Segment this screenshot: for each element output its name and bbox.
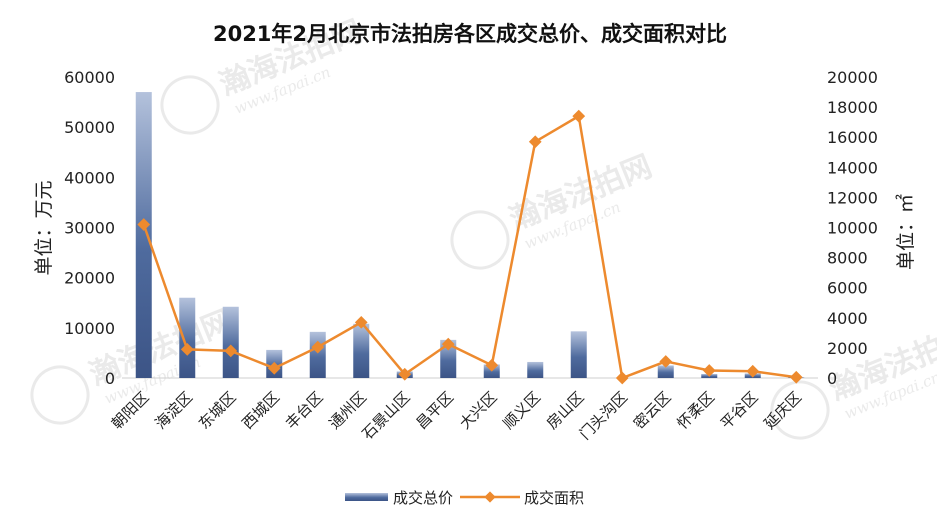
bar-朝阳区 [135, 92, 152, 379]
right-tick-label: 14000 [827, 158, 878, 177]
right-tick-label: 20000 [827, 68, 878, 87]
left-tick-label: 0 [105, 369, 115, 388]
left-tick-label: 50000 [64, 118, 115, 137]
x-tick-label: 延庆区 [761, 388, 806, 433]
line-series [137, 109, 803, 385]
x-tick-label: 东城区 [195, 388, 240, 433]
watermark-seal [160, 75, 220, 135]
left-tick-label: 40000 [64, 168, 115, 187]
point-丰台区 [311, 340, 325, 354]
left-tick-label: 10000 [64, 319, 115, 338]
legend-line-label: 成交面积 [524, 489, 584, 507]
point-东城区 [224, 344, 238, 358]
x-tick-label: 西城区 [239, 388, 284, 433]
bar-海淀区 [179, 297, 196, 378]
bar-昌平区 [440, 339, 457, 378]
x-tick-label: 怀柔区 [674, 388, 719, 433]
point-大兴区 [485, 358, 499, 372]
bar-房山区 [570, 331, 587, 378]
right-tick-label: 0 [827, 369, 837, 388]
point-石景山区 [398, 367, 412, 381]
point-西城区 [267, 361, 281, 375]
point-门头沟区 [615, 371, 629, 385]
legend-line-marker [484, 491, 496, 503]
x-tick-label: 门头沟区 [576, 388, 631, 443]
x-tick-label: 海淀区 [152, 388, 197, 433]
point-海淀区 [180, 343, 194, 356]
bar-series [135, 92, 805, 379]
watermark-seal [770, 380, 830, 440]
point-顺义区 [528, 135, 542, 149]
x-tick-label: 石景山区 [358, 388, 413, 443]
legend-bar-swatch [345, 493, 388, 501]
x-tick-label: 顺义区 [500, 388, 545, 433]
watermark-layer: 瀚海法拍网www.fapai.cn瀚海法拍网www.fapai.cn瀚海法拍网w… [30, 14, 937, 440]
point-朝阳区 [137, 218, 151, 231]
chart-title: 2021年2月北京市法拍房各区成交总价、成交面积对比 [213, 22, 727, 46]
x-tick-label: 平谷区 [717, 388, 762, 433]
right-axis-label: 单位：㎡ [894, 194, 917, 270]
right-tick-label: 16000 [827, 128, 878, 147]
right-axis: 0 2000 4000 6000 8000 10000 12000 14000 16000 180… [827, 68, 878, 388]
right-tick-label: 6000 [827, 279, 868, 298]
right-tick-label: 8000 [827, 249, 868, 268]
point-房山区 [572, 109, 586, 123]
point-昌平区 [441, 337, 455, 351]
bar-丰台区 [309, 331, 326, 378]
watermark-seal [30, 365, 90, 425]
legend: 成交总价 成交面积 [345, 489, 584, 507]
right-tick-label: 4000 [827, 309, 868, 328]
bar-东城区 [222, 306, 239, 378]
bar-密云区 [657, 365, 674, 378]
bar-通州区 [353, 323, 370, 378]
right-tick-label: 2000 [827, 339, 868, 358]
x-tick-label: 丰台区 [282, 388, 327, 433]
left-tick-label: 20000 [64, 269, 115, 288]
legend-bar-label: 成交总价 [393, 489, 453, 507]
right-tick-label: 10000 [827, 219, 878, 238]
left-axis-label: 单位：万元 [33, 180, 55, 275]
x-tick-label: 密云区 [630, 388, 675, 433]
bar-顺义区 [527, 361, 544, 378]
right-tick-label: 18000 [827, 98, 878, 117]
x-tick-label: 大兴区 [456, 388, 501, 433]
left-tick-label: 60000 [64, 68, 115, 87]
area-line [142, 114, 797, 380]
watermark-seal [450, 210, 510, 270]
left-tick-label: 30000 [64, 219, 115, 238]
x-axis: 朝阳区海淀区东城区西城区丰台区通州区石景山区昌平区大兴区顺义区房山区门头沟区密云… [108, 388, 805, 443]
right-tick-label: 12000 [827, 188, 878, 207]
x-tick-label: 昌平区 [413, 388, 458, 433]
point-通州区 [354, 315, 368, 329]
left-axis: 0 10000 20000 30000 40000 50000 60000 [64, 68, 115, 388]
